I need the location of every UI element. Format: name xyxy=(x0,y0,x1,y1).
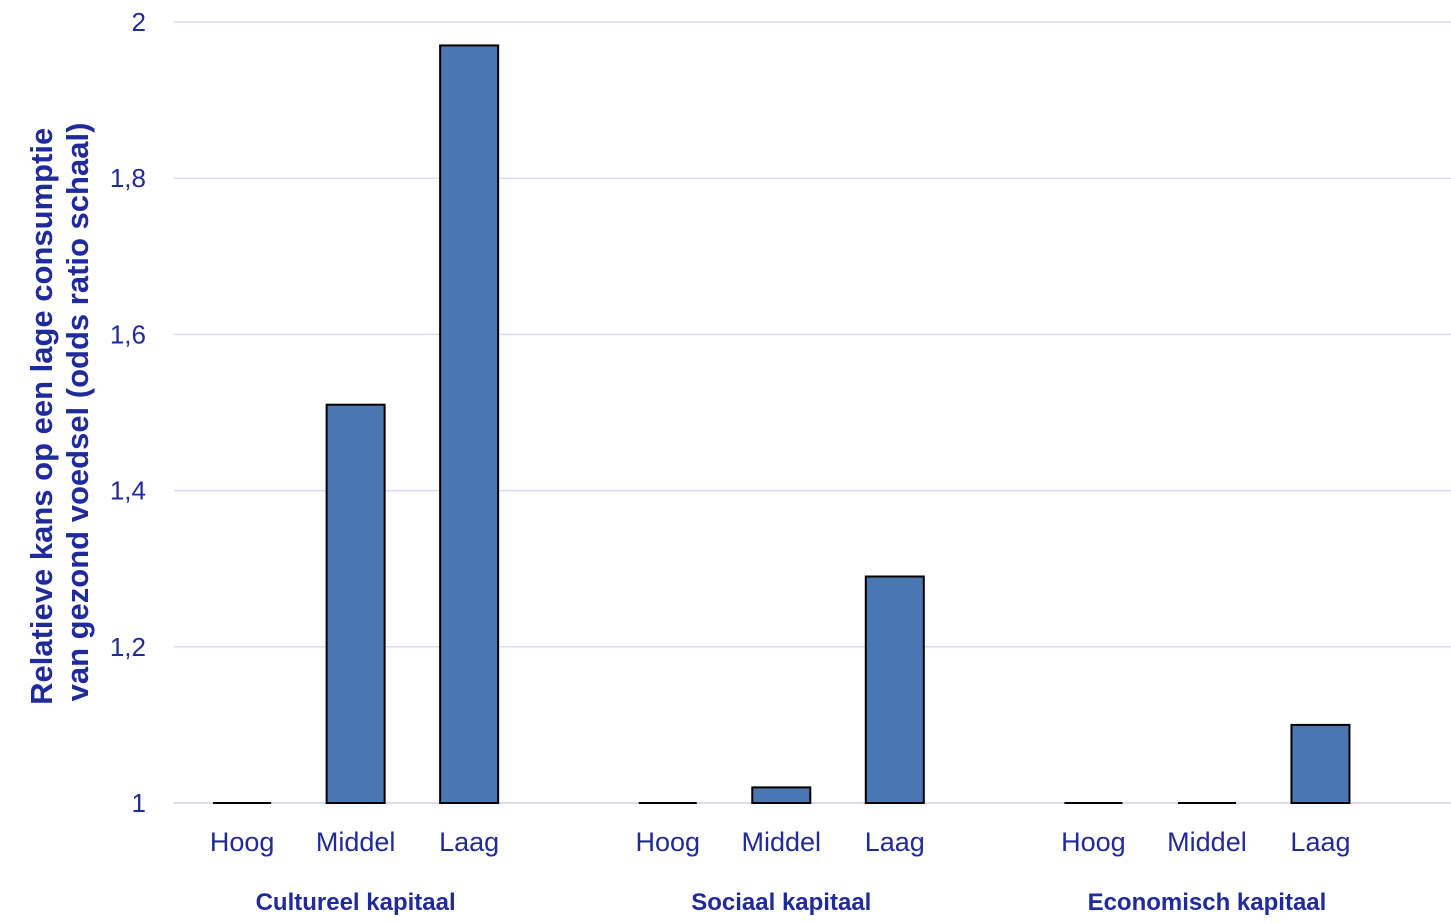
bar xyxy=(325,403,386,804)
y-tick-label: 2 xyxy=(132,7,146,37)
y-axis-ticks: 1 1,2 1,4 1,6 1,8 2 xyxy=(110,7,146,818)
group-label: Sociaal kapitaal xyxy=(691,889,871,916)
y-axis-label-line-1: Relatieve kans op een lage consumptie xyxy=(24,128,59,705)
category-label: Hoog xyxy=(210,827,275,857)
bar xyxy=(751,786,812,805)
y-tick-label: 1,2 xyxy=(110,632,146,662)
y-tick-label: 1,4 xyxy=(110,476,146,506)
category-label: Laag xyxy=(865,827,925,857)
category-label: Laag xyxy=(1290,827,1350,857)
category-label: Hoog xyxy=(635,827,700,857)
group-label: Cultureel kapitaal xyxy=(256,889,456,916)
y-axis-label: Relatieve kans op een lage consumptie va… xyxy=(24,119,95,705)
group-label: Economisch kapitaal xyxy=(1088,889,1327,916)
y-axis-label-line-2: van gezond voedsel (odds ratio schaal) xyxy=(60,123,95,702)
y-tick-label: 1,6 xyxy=(110,319,146,349)
category-labels: Hoog Middel Laag Hoog Middel Laag Hoog Middel La… xyxy=(210,827,1351,857)
category-label: Hoog xyxy=(1061,827,1126,857)
y-tick-label: 1,8 xyxy=(110,163,146,193)
bars xyxy=(213,44,1351,805)
category-label: Middel xyxy=(316,827,396,857)
category-label: Laag xyxy=(439,827,499,857)
y-tick-label: 1 xyxy=(132,788,146,818)
category-label: Middel xyxy=(1167,827,1247,857)
gridlines xyxy=(174,21,1451,804)
bar xyxy=(1290,723,1351,805)
bar xyxy=(864,575,925,805)
group-labels: Cultureel kapitaal Sociaal kapitaal Econom… xyxy=(256,889,1327,916)
bar xyxy=(439,44,500,805)
category-label: Middel xyxy=(742,827,822,857)
